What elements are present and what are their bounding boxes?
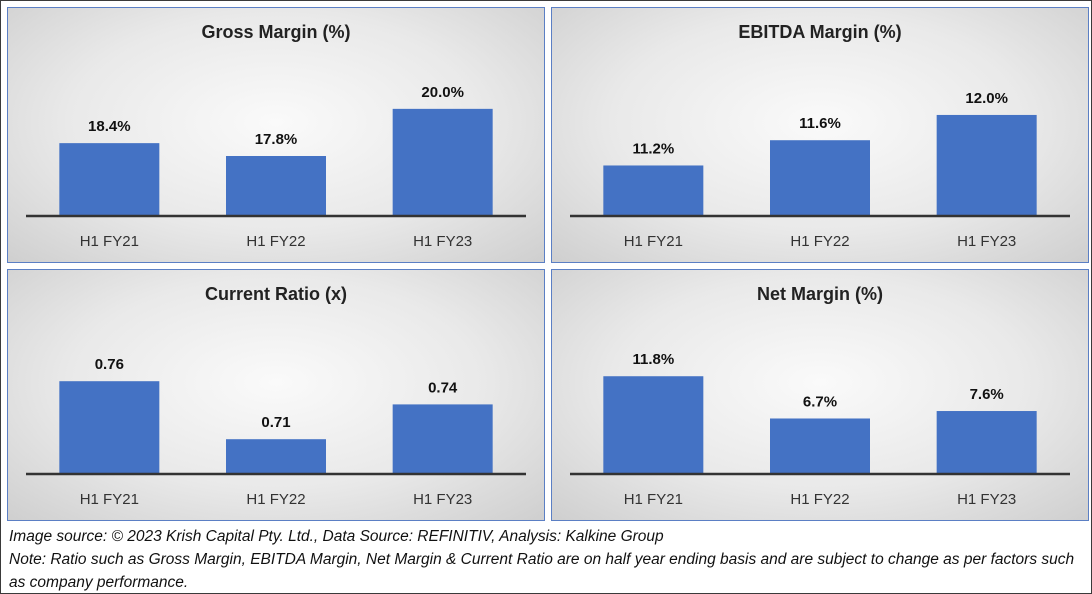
data-label: 11.2%: [632, 140, 674, 157]
x-tick-label: H1 FY23: [957, 233, 1016, 250]
data-label: 17.8%: [255, 131, 298, 148]
bar-h1-fy21: [603, 376, 704, 474]
x-tick-label: H1 FY23: [413, 233, 472, 250]
chart-title: Current Ratio (x): [204, 284, 347, 304]
ebitda-margin-chart: EBITDA Margin (%) 11.2% H1 FY21 11.6% H1 FY…: [551, 7, 1089, 263]
bar-h1-fy21: [603, 165, 704, 216]
net-margin-plot: 11.8% H1 FY21 6.7% H1 FY22 7.6% H1 FY23: [570, 351, 1070, 508]
figure-footer: Image source: © 2023 Krish Capital Pty. …: [9, 525, 1085, 594]
data-label: 18.4%: [88, 118, 131, 135]
data-label: 0.76: [95, 356, 124, 373]
gross-margin-chart: Gross Margin (%) 18.4% H1 FY21 17.8% H1 FY2…: [7, 7, 545, 263]
bar-h1-fy23: [936, 411, 1037, 474]
ebitda-margin-plot: 11.2% H1 FY21 11.6% H1 FY22 12.0% H1 FY23: [570, 90, 1070, 250]
chart-title: Net Margin (%): [757, 284, 883, 304]
data-label: 7.6%: [970, 386, 1004, 403]
bar-h1-fy21: [59, 143, 160, 216]
bar-h1-fy23: [936, 114, 1037, 216]
x-tick-label: H1 FY21: [624, 233, 683, 250]
gross-margin-plot: 18.4% H1 FY21 17.8% H1 FY22 20.0% H1 FY23: [26, 84, 526, 250]
chart-title: EBITDA Margin (%): [738, 22, 902, 42]
bar-h1-fy23: [392, 404, 493, 474]
current-ratio-plot: 0.76 H1 FY21 0.71 H1 FY22 0.74 H1 FY23: [26, 356, 526, 508]
bar-h1-fy22: [226, 439, 326, 474]
x-tick-label: H1 FY21: [80, 491, 139, 508]
x-tick-label: H1 FY23: [413, 491, 472, 508]
x-tick-label: H1 FY22: [246, 233, 305, 250]
current-ratio-chart: Current Ratio (x) 0.76 H1 FY21 0.71 H1 FY22…: [7, 269, 545, 521]
data-label: 11.8%: [632, 351, 674, 368]
data-label: 0.74: [428, 379, 458, 396]
bar-h1-fy23: [392, 108, 493, 216]
data-label: 0.71: [261, 414, 290, 431]
bar-h1-fy22: [226, 156, 326, 216]
data-label: 20.0%: [421, 84, 464, 101]
x-tick-label: H1 FY22: [790, 491, 849, 508]
x-tick-label: H1 FY22: [246, 491, 305, 508]
note-caption: Note: Ratio such as Gross Margin, EBITDA…: [9, 551, 1075, 591]
chart-title: Gross Margin (%): [201, 22, 351, 42]
bar-h1-fy22: [770, 140, 870, 216]
bar-h1-fy22: [770, 418, 870, 474]
data-label: 6.7%: [803, 393, 837, 410]
data-label: 11.6%: [799, 115, 841, 132]
x-tick-label: H1 FY21: [624, 491, 683, 508]
net-margin-chart: Net Margin (%) 11.8% H1 FY21 6.7% H1 FY22 7.…: [551, 269, 1089, 521]
data-label: 12.0%: [965, 90, 1008, 107]
x-tick-label: H1 FY21: [80, 233, 139, 250]
x-tick-label: H1 FY22: [790, 233, 849, 250]
x-tick-label: H1 FY23: [957, 491, 1016, 508]
source-caption: Image source: © 2023 Krish Capital Pty. …: [9, 528, 664, 545]
bar-h1-fy21: [59, 381, 160, 474]
